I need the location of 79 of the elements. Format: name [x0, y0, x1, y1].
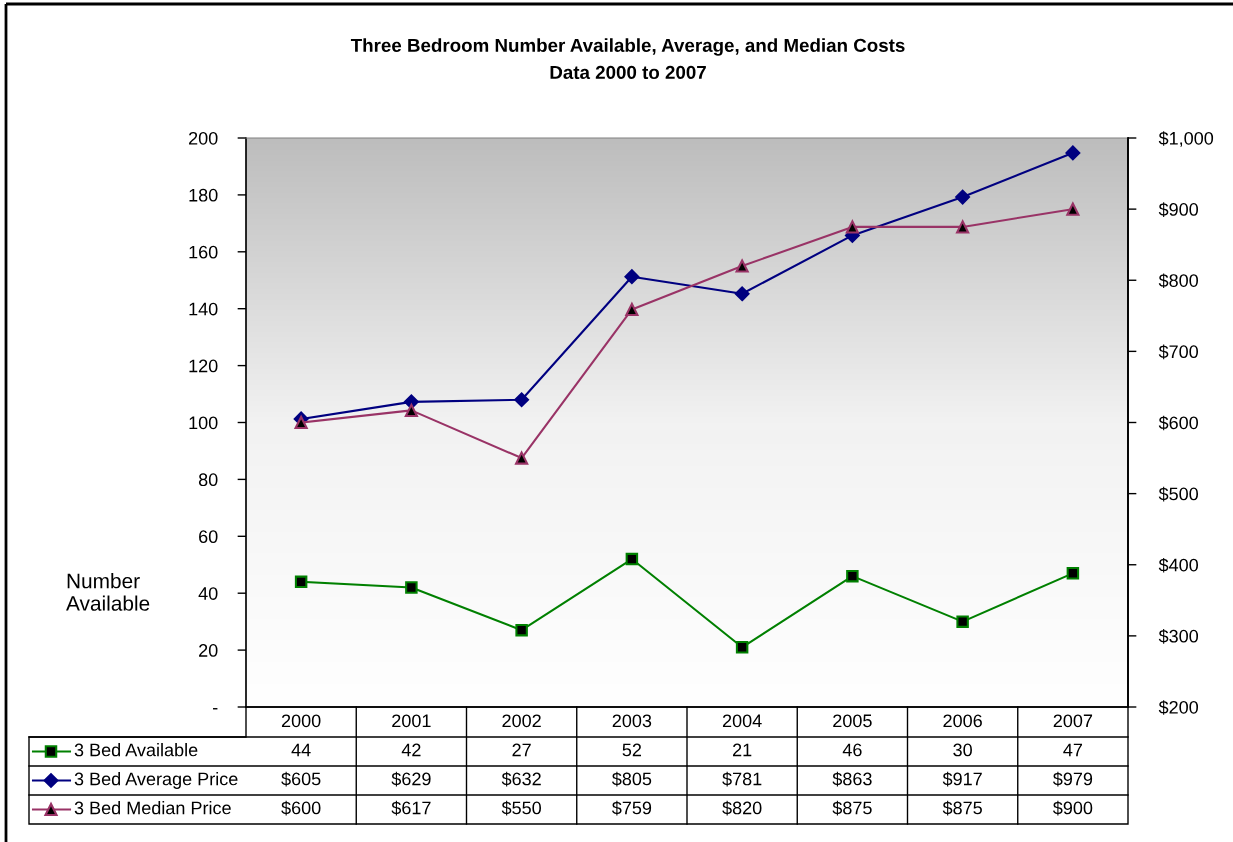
x-tick-label: 2002: [502, 714, 541, 728]
data-label: $600: [281, 800, 321, 816]
data-label: 44: [291, 743, 311, 757]
y-tick-label: 120: [189, 359, 218, 373]
point: [735, 641, 749, 654]
x-tick-label: 2007: [1053, 714, 1093, 728]
point: [846, 569, 859, 583]
point: [956, 220, 970, 234]
data-label: $875: [942, 800, 982, 816]
data-label: $629: [391, 771, 431, 787]
point: [956, 615, 969, 628]
y-tick-label: 200: [189, 131, 218, 145]
data-label: $781: [722, 771, 762, 787]
data-label: $979: [1052, 771, 1093, 787]
y-tick-label: 60: [199, 530, 218, 544]
point: [514, 392, 530, 408]
point: [405, 581, 418, 594]
x-tick-label: 2006: [943, 714, 982, 728]
point: [515, 623, 528, 637]
data-label: $917: [942, 771, 982, 787]
data-label: $759: [611, 800, 652, 816]
y-tick-label: -: [213, 708, 218, 710]
y-tick-label: 100: [189, 416, 218, 430]
data-label: $617: [391, 800, 431, 816]
point: [735, 259, 749, 273]
y-tick-label: 140: [189, 302, 218, 316]
y2-tick-label: $800: [1158, 273, 1199, 289]
x-tick-label: 2005: [833, 714, 872, 728]
point: [845, 220, 859, 234]
data-label: $820: [722, 800, 762, 816]
y2-tick-label: $400: [1158, 557, 1199, 573]
y-tick-label: 40: [198, 587, 218, 600]
legend-label: 3 Bed Median Price: [74, 801, 231, 815]
chart-subtitle: Data 2000 to 2007: [550, 65, 706, 80]
data-label: 47: [1063, 743, 1083, 757]
data-label: $805: [611, 771, 652, 787]
x-tick-label: 2000: [281, 714, 321, 728]
data-label: $632: [501, 771, 541, 787]
point: [1065, 145, 1081, 161]
y2-tick-label: $600: [1158, 415, 1199, 431]
point: [1066, 567, 1080, 580]
y2-tick-label: $900: [1158, 202, 1199, 217]
point: [1066, 202, 1080, 216]
x-tick-label: 2004: [722, 714, 762, 728]
y-axis-title: Number Available: [66, 573, 150, 611]
y2-tick-label: $1,000: [1158, 131, 1214, 147]
point: [515, 451, 529, 465]
data-label: 27: [512, 743, 531, 757]
y-tick-label: 180: [189, 188, 218, 202]
y2-tick-label: $500: [1158, 486, 1199, 502]
point: [294, 415, 308, 430]
point: [625, 302, 639, 317]
data-label: 30: [953, 743, 972, 757]
y2-tick-label: $200: [1158, 700, 1199, 715]
point: [955, 189, 971, 205]
point: [624, 269, 640, 285]
point: [404, 403, 418, 417]
x-tick-label: 2003: [612, 714, 652, 728]
y-tick-label: 160: [189, 245, 218, 259]
data-label: $550: [501, 800, 541, 816]
data-label: $875: [832, 800, 872, 816]
y2-tick-label: $700: [1158, 344, 1199, 360]
data-label: $900: [1052, 800, 1093, 816]
y-tick-label: 20: [199, 644, 218, 657]
data-label: 52: [622, 743, 642, 757]
legend-label: 3 Bed Average Price: [74, 772, 238, 789]
legend-label: 3 Bed Available: [74, 743, 198, 757]
data-label: 42: [401, 743, 421, 757]
data-label: $605: [281, 771, 321, 787]
y2-tick-label: $300: [1158, 629, 1199, 644]
point: [294, 575, 308, 589]
data-label: 46: [842, 743, 862, 757]
data-label: $863: [832, 771, 872, 787]
data-label: 21: [732, 743, 752, 757]
point: [625, 552, 639, 566]
chart-title: Three Bedroom Number Available, Average, and Median Costs: [350, 38, 905, 56]
x-tick-label: 2001: [392, 714, 431, 728]
point: [734, 286, 750, 302]
y-tick-label: 80: [198, 473, 218, 487]
